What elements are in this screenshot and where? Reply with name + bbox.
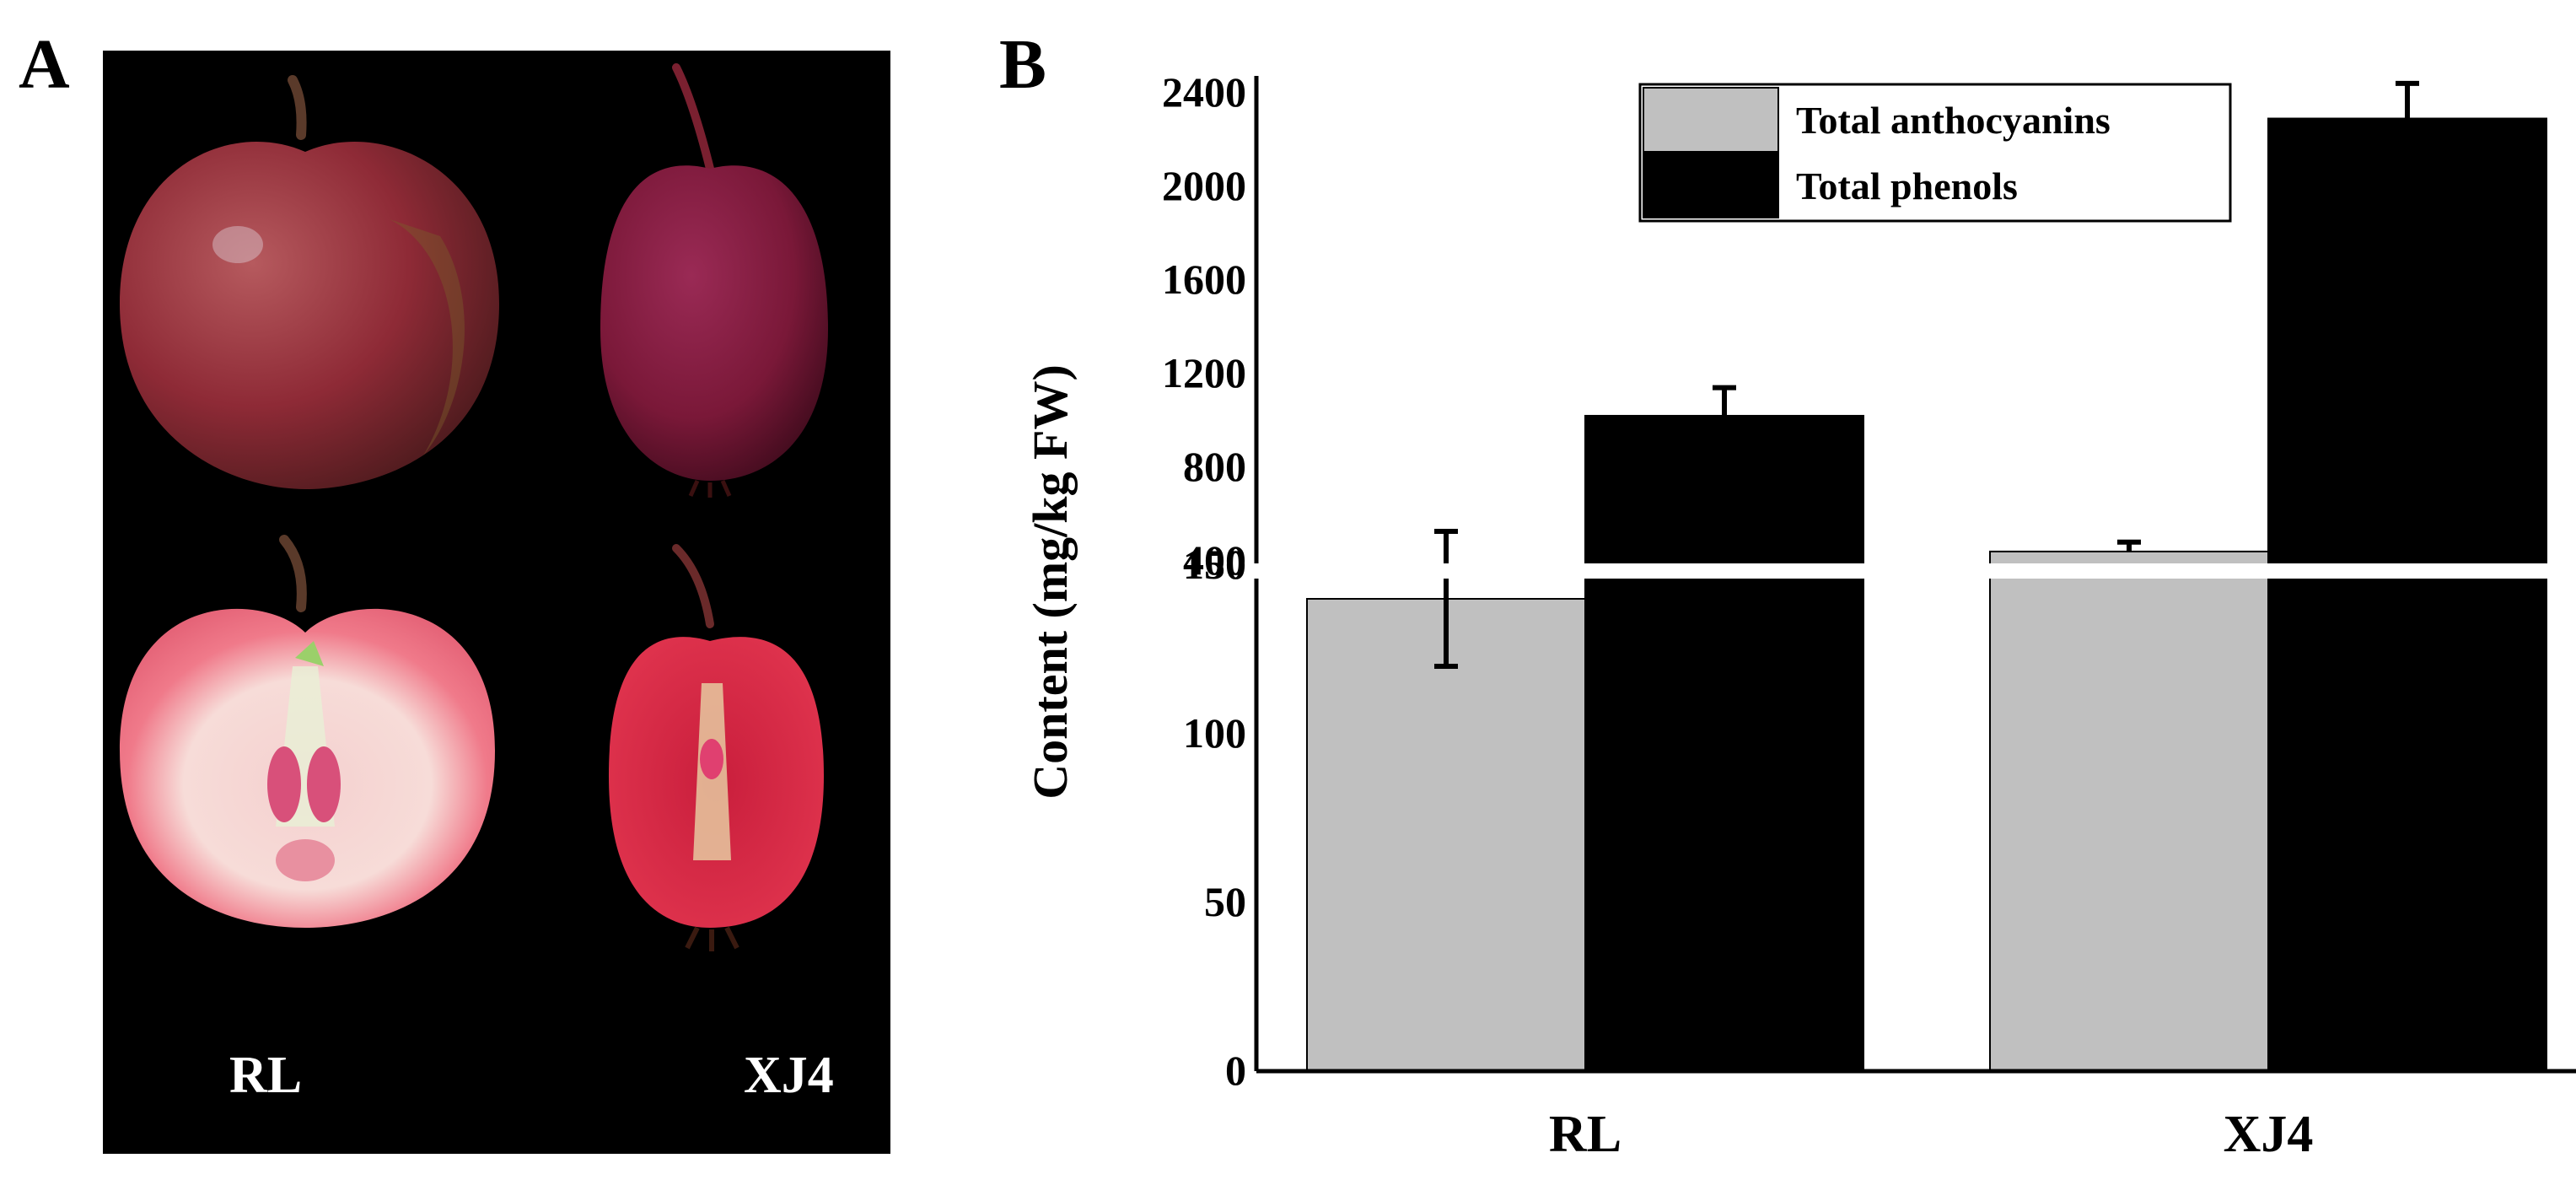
fruit-label-rl: RL: [229, 1047, 303, 1104]
error-bar-total-anthocyanins-xj4: [2117, 539, 2141, 552]
error-bar-total-phenols-xj4: [2396, 80, 2419, 119]
y-tick-label: 2400: [1162, 68, 1246, 116]
rl-whole-fruit: [120, 75, 499, 489]
y-tick-label: 400: [1183, 536, 1246, 584]
bar-total-phenols-xj4: [2267, 117, 2547, 1072]
x-tick-label-rl: RL: [1549, 1106, 1621, 1163]
legend: Total anthocyanins Total phenols: [1638, 83, 2232, 223]
legend-label-total-anthocyanins: Total anthocyanins: [1796, 99, 2111, 142]
y-tick-label: 1200: [1162, 349, 1246, 396]
fruit-illustration: [120, 63, 828, 951]
y-tick-label: 50: [1204, 878, 1246, 925]
y-tick-label: 2000: [1162, 162, 1246, 209]
y-tick-label: 1600: [1162, 256, 1246, 303]
legend-swatch-total-phenols: [1643, 153, 1779, 218]
axis-break-band: [1240, 563, 2576, 579]
bar-total-phenols-rl: [1584, 414, 1864, 1072]
xj4-whole-fruit: [600, 63, 828, 498]
panel-b-letter: B: [999, 25, 1047, 104]
bar-total-anthocyanins-rl: [1306, 598, 1586, 1072]
y-axis-title: Content (mg/kg FW): [1023, 364, 1078, 800]
x-tick-label-xj4: XJ4: [2224, 1106, 2314, 1163]
fruit-photo: RL XJ4: [103, 51, 890, 1154]
xj4-cut-fruit: [609, 544, 824, 951]
y-tick-label: 800: [1183, 443, 1246, 490]
legend-label-total-phenols: Total phenols: [1796, 164, 2018, 207]
y-tick-label: 0: [1225, 1047, 1246, 1094]
legend-swatch-total-anthocyanins: [1643, 87, 1779, 153]
panel-a-letter: A: [19, 25, 70, 104]
y-tick-label: 150: [1183, 541, 1246, 588]
error-bar-total-phenols-rl: [1713, 385, 1736, 416]
bar-total-anthocyanins-xj4: [1989, 550, 2269, 1072]
rl-cut-fruit: [120, 535, 495, 928]
y-tick-label: 100: [1183, 709, 1246, 757]
fruit-label-xj4: XJ4: [744, 1047, 834, 1104]
error-bar-total-anthocyanins-rl: [1434, 529, 1458, 669]
